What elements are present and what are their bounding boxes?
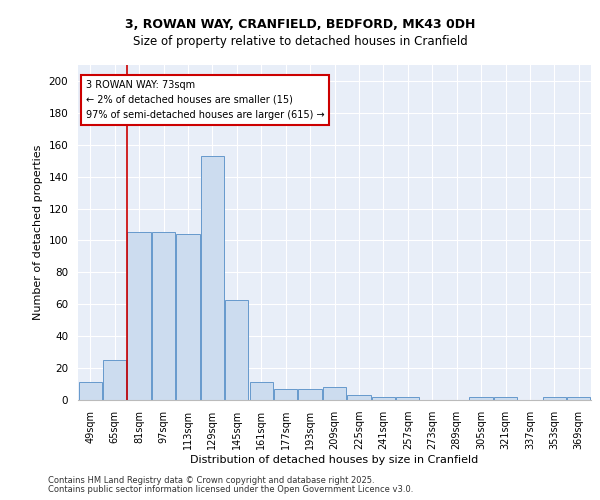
- Bar: [347, 395, 371, 400]
- Bar: [543, 397, 566, 400]
- Bar: [298, 389, 322, 400]
- Bar: [176, 234, 200, 400]
- Bar: [127, 232, 151, 400]
- X-axis label: Distribution of detached houses by size in Cranfield: Distribution of detached houses by size …: [190, 455, 479, 465]
- Text: Size of property relative to detached houses in Cranfield: Size of property relative to detached ho…: [133, 35, 467, 48]
- Text: Contains public sector information licensed under the Open Government Licence v3: Contains public sector information licen…: [48, 485, 413, 494]
- Bar: [469, 397, 493, 400]
- Y-axis label: Number of detached properties: Number of detached properties: [33, 145, 43, 320]
- Bar: [494, 397, 517, 400]
- Bar: [250, 382, 273, 400]
- Bar: [274, 389, 297, 400]
- Bar: [323, 387, 346, 400]
- Text: Contains HM Land Registry data © Crown copyright and database right 2025.: Contains HM Land Registry data © Crown c…: [48, 476, 374, 485]
- Bar: [201, 156, 224, 400]
- Bar: [103, 360, 126, 400]
- Bar: [225, 300, 248, 400]
- Text: 3 ROWAN WAY: 73sqm
← 2% of detached houses are smaller (15)
97% of semi-detached: 3 ROWAN WAY: 73sqm ← 2% of detached hous…: [86, 80, 325, 120]
- Bar: [567, 397, 590, 400]
- Text: 3, ROWAN WAY, CRANFIELD, BEDFORD, MK43 0DH: 3, ROWAN WAY, CRANFIELD, BEDFORD, MK43 0…: [125, 18, 475, 30]
- Bar: [79, 382, 102, 400]
- Bar: [372, 397, 395, 400]
- Bar: [396, 397, 419, 400]
- Bar: [152, 232, 175, 400]
